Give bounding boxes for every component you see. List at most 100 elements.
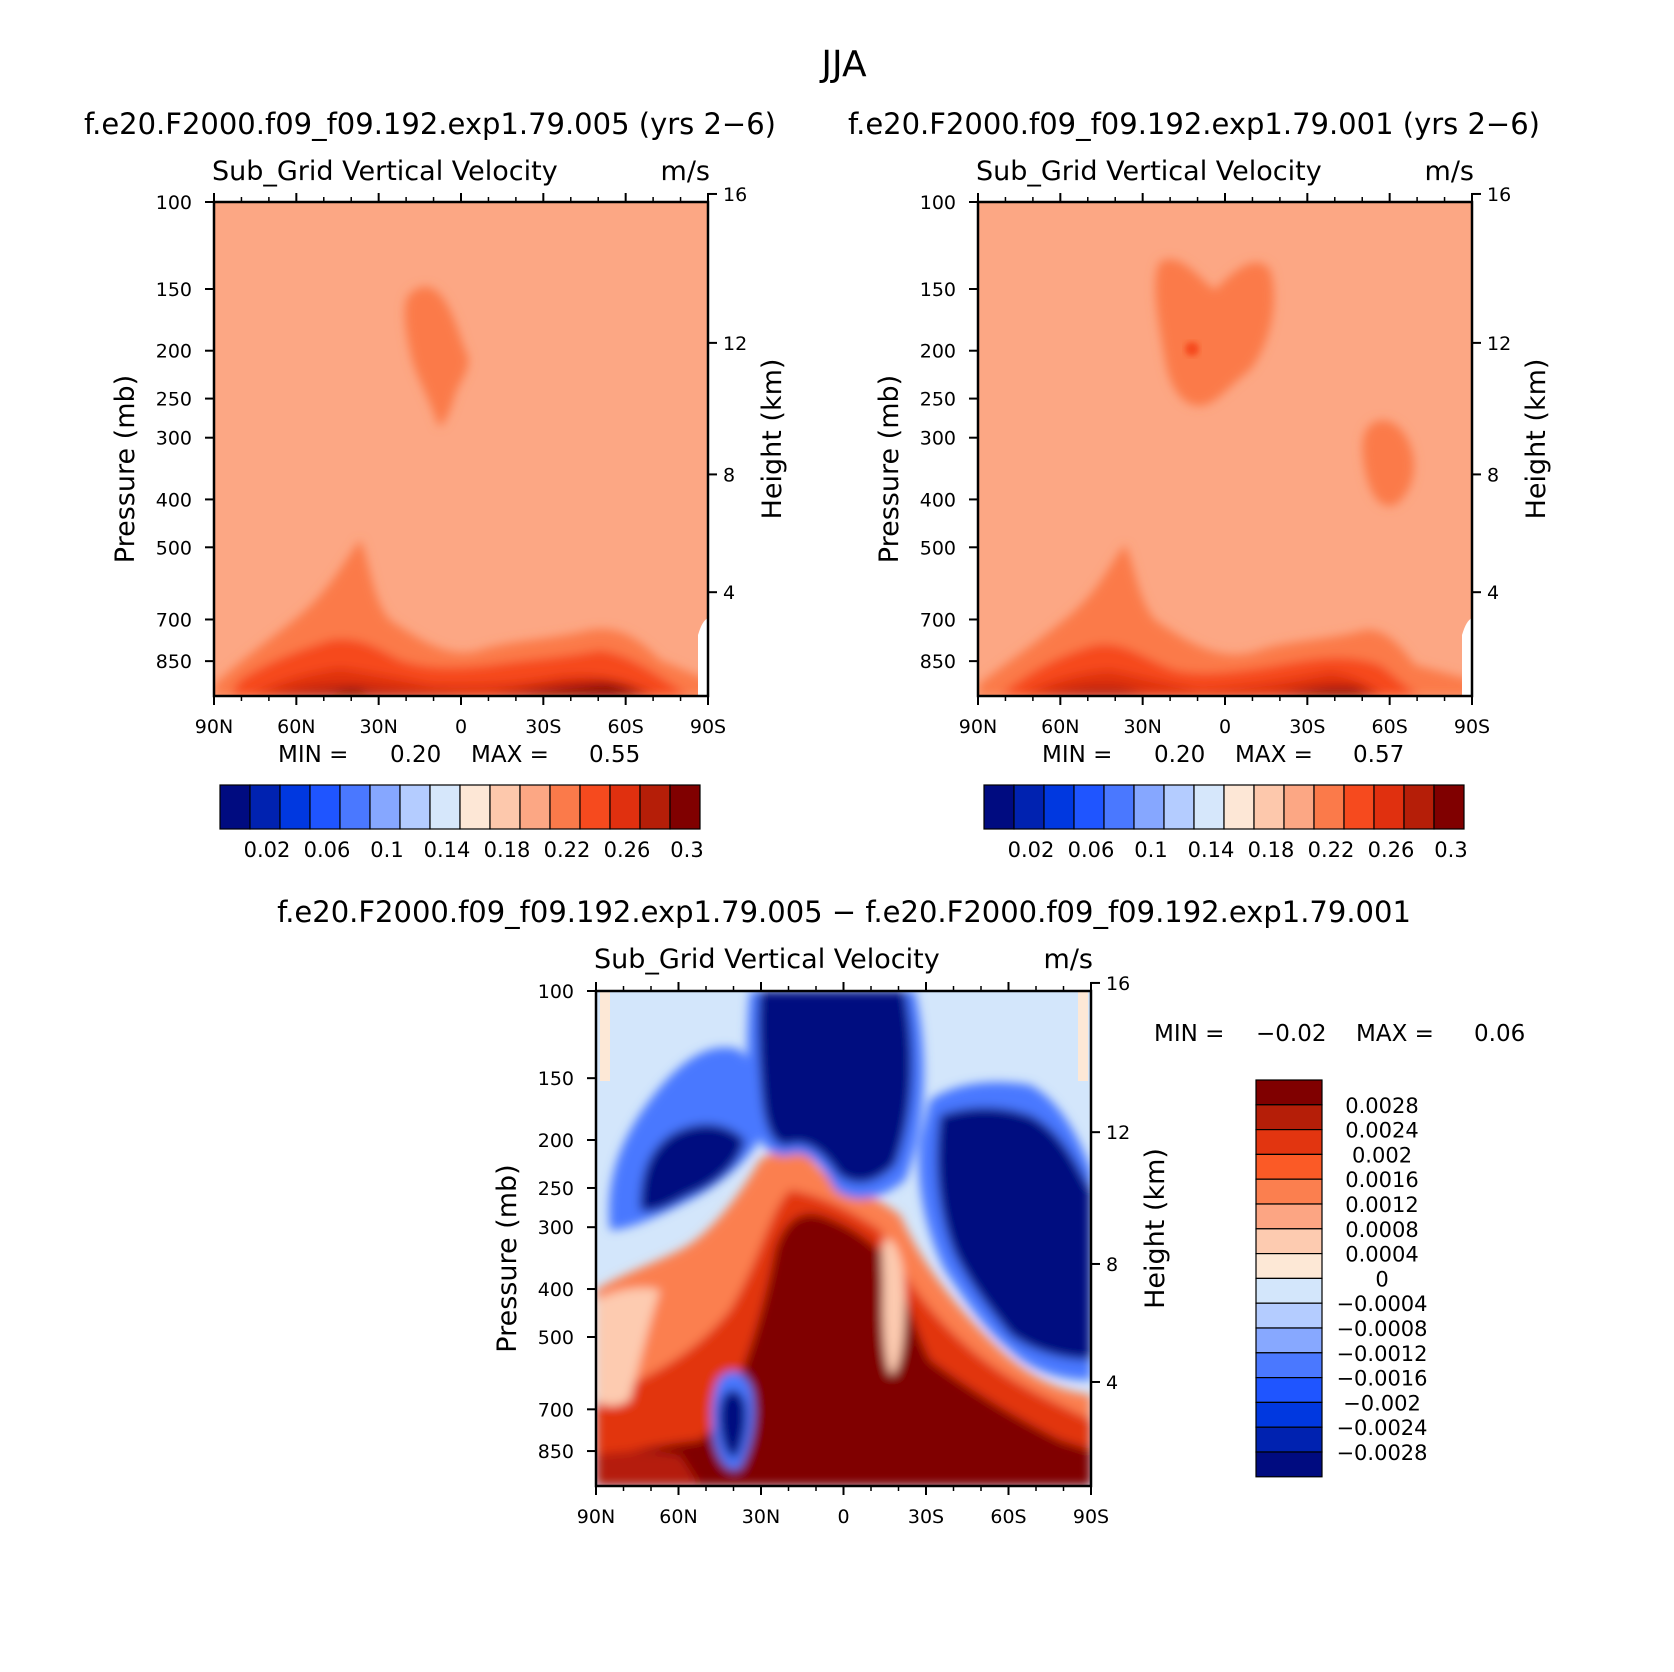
x-tick-label-90N: 90N	[195, 716, 233, 738]
panel-c-max-label: MAX =	[1356, 1021, 1434, 1047]
x-tick-label-0: 0	[837, 1506, 849, 1528]
colorbar-label-0-3: 0.3	[670, 838, 703, 862]
colorbar-box	[1373, 784, 1405, 830]
y-tick-label-300: 300	[538, 1217, 574, 1239]
y-tick-label-300: 300	[156, 428, 192, 450]
colorbar-box	[1255, 1327, 1323, 1354]
y2-tick-label-12: 12	[1487, 333, 1511, 355]
panel-c-max-value: 0.06	[1474, 1021, 1525, 1047]
y2-tick-label-12: 12	[723, 333, 747, 355]
y-tick-label-100: 100	[538, 981, 574, 1003]
panel-b-field	[978, 202, 1472, 696]
panel-c-units: m/s	[1044, 944, 1093, 975]
panel-a-field	[214, 202, 708, 696]
x-tick-label-60N: 60N	[277, 716, 315, 738]
colorbar-box	[639, 784, 671, 830]
colorbar-box	[669, 784, 701, 830]
colorbar-label-minus-0-0028: −0.0028	[1336, 1441, 1427, 1465]
x-tick-label-60S: 60S	[990, 1506, 1026, 1528]
panel-a-colorbar: 0.02 0.06 0.1 0.14 0.18 0.22 0.26 0.3	[219, 784, 704, 862]
colorbar-label-0-18: 0.18	[484, 838, 531, 862]
colorbar-label-0-06: 0.06	[304, 838, 351, 862]
colorbar-box	[1255, 1228, 1323, 1255]
colorbar-box	[489, 784, 521, 830]
colorbar-label-0-0012: 0.0012	[1345, 1193, 1418, 1217]
panel-b-min-label: MIN =	[1042, 742, 1112, 768]
panel-a-background	[214, 202, 708, 696]
colorbar-box	[1163, 784, 1195, 830]
colorbar-label-minus-0-0004: −0.0004	[1336, 1292, 1427, 1316]
colorbar-box	[1343, 784, 1375, 830]
y2-axis-label: Height (km)	[757, 359, 788, 520]
colorbar-box	[1103, 784, 1135, 830]
panel-a-case: f.e20.F2000.f09_f09.192.exp1.79.005 (yrs…	[84, 107, 776, 141]
colorbar-box	[1433, 784, 1465, 830]
colorbar-label-0-22: 0.22	[1308, 838, 1355, 862]
colorbar-box	[519, 784, 551, 830]
colorbar-label-0-02: 0.02	[244, 838, 291, 862]
x-tick-label-90S: 90S	[1454, 716, 1490, 738]
x-tick-label-60N: 60N	[659, 1506, 697, 1528]
colorbar-box	[279, 784, 311, 830]
x-tick-label-30N: 30N	[1123, 716, 1161, 738]
colorbar-box	[1255, 1203, 1323, 1230]
colorbar-box	[1403, 784, 1435, 830]
colorbar-label-0-26: 0.26	[1368, 838, 1415, 862]
colorbar-label-0-0004: 0.0004	[1345, 1243, 1418, 1267]
x-tick-label-60S: 60S	[608, 716, 644, 738]
panel-b-title: Sub_Grid Vertical Velocity	[976, 156, 1322, 187]
colorbar-box	[609, 784, 641, 830]
colorbar-box	[219, 784, 251, 830]
colorbar-label-0-14: 0.14	[1188, 838, 1235, 862]
x-tick-label-60N: 60N	[1041, 716, 1079, 738]
colorbar-box	[579, 784, 611, 830]
colorbar-box	[1255, 1104, 1323, 1131]
y-tick-label-700: 700	[920, 609, 956, 631]
colorbar-box	[1073, 784, 1105, 830]
colorbar-box	[399, 784, 431, 830]
colorbar-box	[309, 784, 341, 830]
colorbar-label-0-0028: 0.0028	[1345, 1094, 1418, 1118]
colorbar-box	[249, 784, 281, 830]
y2-tick-label-16: 16	[1106, 973, 1130, 995]
colorbar-box	[549, 784, 581, 830]
colorbar-box	[339, 784, 371, 830]
colorbar-label-0-0016: 0.0016	[1345, 1168, 1418, 1192]
colorbar-box	[1255, 1178, 1323, 1205]
colorbar-box	[1193, 784, 1225, 830]
x-tick-label-90S: 90S	[690, 716, 726, 738]
colorbar-box	[1255, 1426, 1323, 1453]
y-tick-label-150: 150	[156, 279, 192, 301]
y-axis-label: Pressure (mb)	[874, 375, 905, 563]
colorbar-box	[1313, 784, 1345, 830]
y-tick-label-150: 150	[538, 1068, 574, 1090]
colorbar-box	[1255, 1401, 1323, 1428]
y-tick-label-400: 400	[156, 489, 192, 511]
colorbar-label-0-26: 0.26	[604, 838, 651, 862]
panel-a-axes: 90N 60N 30N 0 30S 60S 90S 100 150 200 250 300 400 500…	[110, 184, 788, 738]
panel-a-max-label: MAX =	[471, 742, 549, 768]
figure-title: JJA	[819, 44, 867, 85]
colorbar-box	[1223, 784, 1255, 830]
x-tick-label-0: 0	[1219, 716, 1231, 738]
y-tick-label-400: 400	[920, 489, 956, 511]
y-tick-label-200: 200	[156, 341, 192, 363]
y-tick-label-200: 200	[538, 1130, 574, 1152]
colorbar-label-0-1: 0.1	[1134, 838, 1167, 862]
panel-b-max-value: 0.57	[1353, 742, 1404, 768]
y-axis-label: Pressure (mb)	[110, 375, 141, 563]
panel-c-title: Sub_Grid Vertical Velocity	[594, 944, 940, 975]
y2-tick-label-4: 4	[723, 582, 735, 604]
colorbar-box	[429, 784, 461, 830]
panel-b-units: m/s	[1425, 156, 1474, 187]
x-tick-label-30S: 30S	[1289, 716, 1325, 738]
panel-c-min-label: MIN =	[1154, 1021, 1224, 1047]
x-tick-label-30S: 30S	[525, 716, 561, 738]
y-axis-label: Pressure (mb)	[492, 1164, 523, 1352]
colorbar-label-0-22: 0.22	[544, 838, 591, 862]
panel-a-title: Sub_Grid Vertical Velocity	[212, 156, 558, 187]
colorbar-box	[1133, 784, 1165, 830]
colorbar-label-0-18: 0.18	[1248, 838, 1295, 862]
y-tick-label-300: 300	[920, 428, 956, 450]
y2-tick-label-8: 8	[1106, 1254, 1118, 1276]
